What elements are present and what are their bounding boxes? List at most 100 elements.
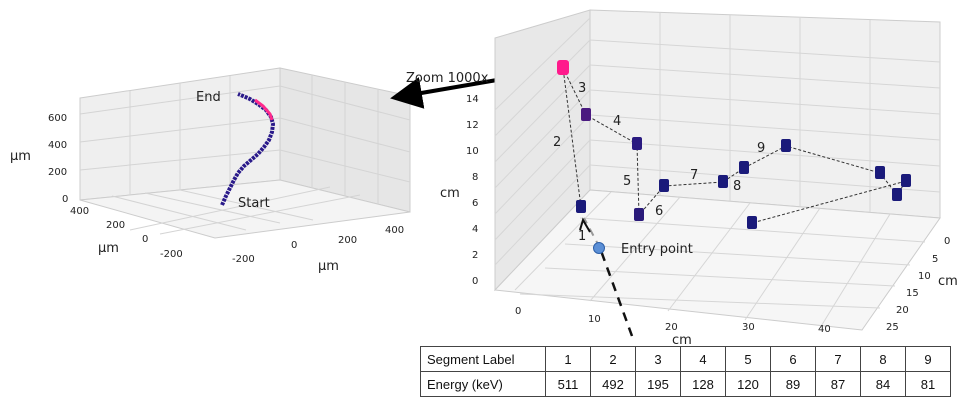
left-z-axis-label: µm [10,149,31,164]
left-x-tick-400: 400 [385,225,404,236]
right-grid [494,13,941,329]
segment-label-1: 1 [578,229,586,244]
track-node [632,137,642,150]
entry-point-label: Entry point [621,242,693,257]
track-node [581,108,591,121]
track-node [901,174,911,187]
track-node [892,188,902,201]
left-y-tick-400: 400 [70,206,89,217]
left-z-tick-200: 200 [48,167,67,178]
left-z-tick-400: 400 [48,140,67,151]
table-cell-segment: 9 [905,346,951,372]
left-x-tick-200: 200 [338,235,357,246]
segment-label-6: 6 [655,204,663,219]
magnified-track [220,92,276,206]
right-x-tick-0: 0 [515,306,521,317]
right-y-tick-15: 15 [906,288,919,299]
right-3d-plot: 14 12 10 8 6 4 2 0 cm 0 10 20 30 40 cm 0… [440,9,958,348]
right-x-tick-40: 40 [818,324,831,335]
table-cell-segment: 3 [635,346,681,372]
left-3d-plot: 600 400 200 0 400 200 0 -200 -200 0 200 … [10,67,411,274]
table-cell-energy: 511 [545,371,591,397]
segment-label-7: 7 [690,168,698,183]
track-node-hot [557,60,569,75]
right-y-tick-10: 10 [918,271,931,282]
table-cell-energy: 81 [905,371,951,397]
start-label: Start [238,196,270,211]
left-z-tick-0: 0 [62,194,68,205]
segment-label-8: 8 [733,179,741,194]
segment-label-4: 4 [613,114,621,129]
right-z-axis-label: cm [440,186,460,201]
track-node [659,179,669,192]
track-node [875,166,885,179]
right-x-tick-30: 30 [742,322,755,333]
track-node [747,216,757,229]
end-label: End [196,90,221,105]
right-z-tick-0: 0 [472,276,478,287]
segment-label-9: 9 [757,141,765,156]
table-row-energy: Energy (keV) 511 492 195 128 120 89 87 8… [420,371,951,397]
segment-label-5: 5 [623,174,631,189]
table-cell-energy: 87 [815,371,861,397]
table-cell-segment: 8 [860,346,906,372]
right-x-tick-20: 20 [665,322,678,333]
track-nodes [557,60,911,229]
left-x-tick-m200: -200 [232,254,255,265]
right-z-tick-4: 4 [472,224,478,235]
left-grid [79,75,411,235]
table-cell-energy: 89 [770,371,816,397]
table-cell-energy: 128 [680,371,726,397]
right-back-pane [589,9,941,219]
segment-energy-table: Segment Label 1 2 3 4 5 6 7 8 9 Energy (… [420,346,951,397]
right-z-tick-10: 10 [466,146,479,157]
track-node [781,139,791,152]
right-x-tick-10: 10 [588,314,601,325]
table-cell-energy: 492 [590,371,636,397]
zoom-label: Zoom 1000x [406,71,489,86]
table-cell-segment: 7 [815,346,861,372]
right-y-axis-label: cm [938,274,958,289]
track-node [634,208,644,221]
right-y-tick-0: 0 [944,236,950,247]
track-node [576,200,586,213]
table-cell-segment: 4 [680,346,726,372]
magnified-track-hot-section [254,98,274,121]
table-header-energy: Energy (keV) [420,371,546,397]
table-cell-segment: 1 [545,346,591,372]
left-x-tick-0: 0 [291,240,297,251]
table-cell-segment: 2 [590,346,636,372]
right-z-tick-2: 2 [472,250,478,261]
table-row-segment: Segment Label 1 2 3 4 5 6 7 8 9 [420,346,951,372]
table-cell-segment: 5 [725,346,771,372]
left-y-tick-m200: -200 [160,249,183,260]
right-x-axis-label: cm [672,333,692,348]
table-cell-energy: 120 [725,371,771,397]
right-y-tick-20: 20 [896,305,909,316]
segment-label-2: 2 [553,135,561,150]
entry-point-marker [593,242,605,254]
right-z-tick-8: 8 [472,172,478,183]
table-cell-energy: 84 [860,371,906,397]
right-z-tick-6: 6 [472,198,478,209]
right-floor-pane [493,189,941,331]
left-y-tick-0: 0 [142,234,148,245]
right-z-tick-12: 12 [466,120,479,131]
right-y-tick-25: 25 [886,322,899,333]
left-z-tick-600: 600 [48,113,67,124]
table-cell-energy: 195 [635,371,681,397]
left-y-tick-200: 200 [106,220,125,231]
left-y-axis-label: µm [98,241,119,256]
track-node [718,175,728,188]
right-y-tick-5: 5 [932,254,938,265]
segment-label-3: 3 [578,81,586,96]
table-header-segment: Segment Label [420,346,546,372]
incoming-arrowhead [579,217,591,233]
track-node [739,161,749,174]
left-x-axis-label: µm [318,259,339,274]
right-z-tick-14: 14 [466,94,479,105]
table-cell-segment: 6 [770,346,816,372]
left-floor-pane [79,179,411,239]
